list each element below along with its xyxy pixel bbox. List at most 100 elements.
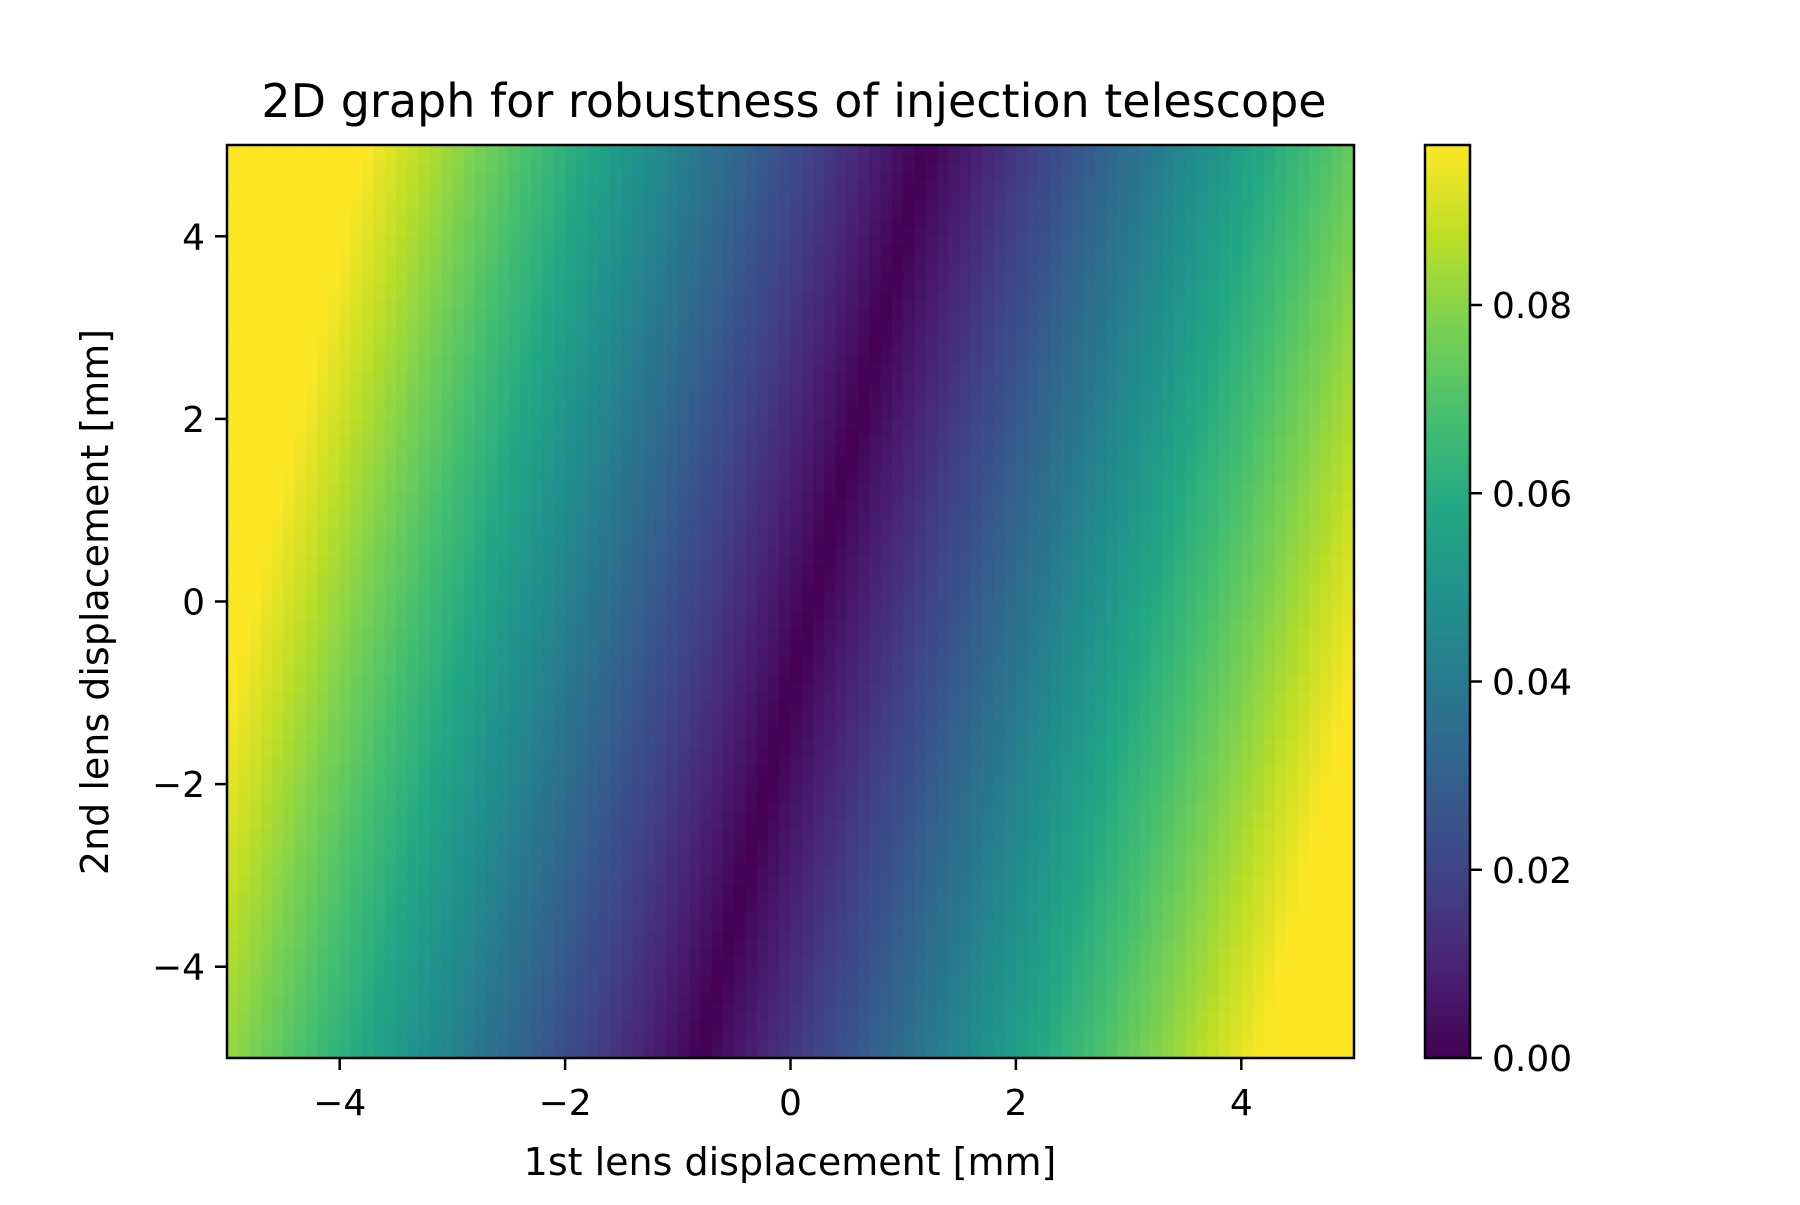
heatmap-cell	[441, 190, 453, 201]
heatmap-cell	[1184, 254, 1197, 265]
heatmap-cell	[677, 199, 690, 210]
heatmap-cell	[486, 382, 499, 393]
heatmap-cell	[249, 391, 262, 402]
heatmap-cell	[914, 418, 927, 429]
heatmap-cell	[249, 418, 262, 429]
heatmap-cell	[1263, 446, 1276, 457]
heatmap-cell	[362, 364, 375, 374]
heatmap-cell	[914, 218, 927, 228]
heatmap-cell	[1196, 491, 1209, 502]
heatmap-cell	[869, 437, 882, 447]
heatmap-cell	[666, 537, 679, 548]
heatmap-cell	[542, 491, 555, 502]
heatmap-cell	[418, 190, 431, 201]
heatmap-cell	[779, 418, 792, 429]
heatmap-cell	[260, 528, 273, 539]
heatmap-cell	[542, 218, 555, 228]
heatmap-cell	[790, 491, 803, 502]
heatmap-cell	[756, 455, 769, 466]
heatmap-cell	[576, 354, 589, 365]
heatmap-cell	[745, 482, 758, 493]
heatmap-cell	[1320, 373, 1333, 383]
heatmap-cell	[734, 373, 747, 383]
heatmap-cell	[846, 208, 859, 219]
heatmap-cell	[1275, 528, 1287, 539]
heatmap-cell	[689, 364, 701, 374]
heatmap-cell	[598, 537, 611, 548]
heatmap-cell	[858, 345, 870, 356]
heatmap-cell	[227, 482, 239, 493]
heatmap-cell	[700, 254, 713, 265]
heatmap-cell	[1015, 327, 1028, 338]
heatmap-cell	[350, 382, 363, 393]
heatmap-cell	[1151, 327, 1164, 338]
heatmap-cell	[1320, 309, 1333, 320]
heatmap-cell	[1173, 428, 1186, 438]
heatmap-cell	[553, 418, 566, 429]
heatmap-cell	[689, 336, 701, 347]
heatmap-cell	[903, 437, 916, 447]
heatmap-cell	[1128, 245, 1141, 256]
heatmap-cell	[632, 446, 645, 457]
heatmap-cell	[959, 272, 972, 283]
heatmap-cell	[982, 236, 994, 247]
heatmap-cell	[734, 473, 747, 484]
heatmap-cell	[1106, 263, 1118, 274]
heatmap-cell	[328, 263, 341, 274]
heatmap-cell	[373, 555, 386, 566]
heatmap-cell	[869, 190, 882, 201]
heatmap-cell	[362, 336, 375, 347]
heatmap-cell	[396, 345, 408, 356]
heatmap-cell	[520, 218, 532, 228]
heatmap-cell	[610, 364, 623, 374]
heatmap-cell	[396, 455, 408, 466]
heatmap-cell	[362, 501, 375, 511]
heatmap-cell	[1241, 491, 1254, 502]
heatmap-cell	[486, 501, 499, 511]
heatmap-cell	[813, 409, 825, 420]
heatmap-cell	[339, 510, 352, 520]
heatmap-cell	[328, 172, 341, 183]
heatmap-cell	[260, 263, 273, 274]
heatmap-cell	[1015, 391, 1028, 402]
heatmap-cell	[914, 446, 927, 457]
heatmap-cell	[621, 455, 634, 466]
heatmap-cell	[700, 409, 713, 420]
heatmap-cell	[711, 537, 724, 548]
heatmap-cell	[452, 519, 465, 530]
heatmap-cell	[846, 172, 859, 183]
heatmap-cell	[1230, 218, 1242, 228]
heatmap-cell	[1331, 501, 1344, 511]
heatmap-cell	[835, 218, 848, 228]
heatmap-cell	[1072, 428, 1085, 438]
heatmap-cell	[824, 364, 837, 374]
heatmap-cell	[824, 218, 837, 228]
heatmap-cell	[813, 145, 825, 155]
heatmap-cell	[1308, 501, 1321, 511]
heatmap-cell	[249, 291, 262, 301]
heatmap-cell	[553, 364, 566, 374]
heatmap-cell	[1207, 546, 1220, 557]
heatmap-cell	[643, 437, 656, 447]
heatmap-cell	[700, 154, 713, 164]
heatmap-cell	[463, 227, 476, 237]
heatmap-cell	[317, 491, 330, 502]
heatmap-cell	[1184, 145, 1197, 155]
heatmap-cell	[452, 263, 465, 274]
heatmap-cell	[689, 190, 701, 201]
heatmap-cell	[1128, 163, 1141, 173]
heatmap-cell	[970, 236, 983, 247]
heatmap-cell	[948, 373, 961, 383]
heatmap-cell	[1207, 501, 1220, 511]
heatmap-cell	[1038, 455, 1051, 466]
heatmap-cell	[238, 455, 251, 466]
heatmap-cell	[1252, 437, 1265, 447]
heatmap-cell	[350, 400, 363, 411]
heatmap-cell	[1162, 218, 1175, 228]
heatmap-cell	[486, 318, 499, 329]
heatmap-cell	[272, 583, 284, 593]
heatmap-cell	[1275, 181, 1287, 192]
heatmap-cell	[587, 291, 600, 301]
heatmap-cell	[373, 564, 386, 575]
heatmap-cell	[835, 446, 848, 457]
